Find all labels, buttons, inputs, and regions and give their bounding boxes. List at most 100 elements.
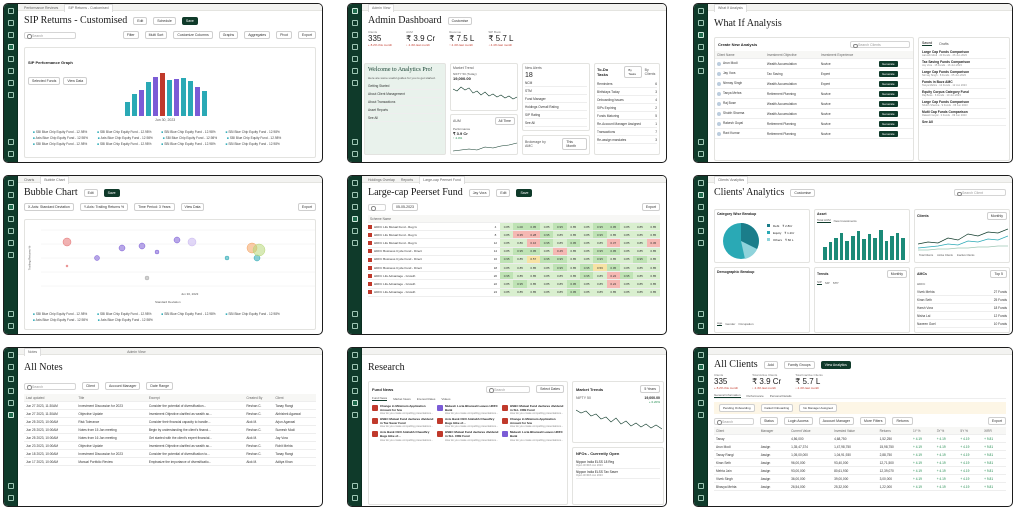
news-item[interactable]: Change in Minimum Application Amount for…: [502, 417, 564, 428]
table-row[interactable]: Jay Vora Tax Saving Expert Generate: [715, 68, 913, 79]
wallet-icon[interactable]: [352, 228, 358, 234]
saved-item[interactable]: Funds in Buzz AMC Tanya Mehra · 12 Funds …: [922, 79, 1006, 89]
by-tasks-tab[interactable]: By Tasks: [624, 66, 642, 78]
asset-bar[interactable]: [845, 240, 849, 260]
column-header[interactable]: Returns: [877, 427, 911, 435]
client-name[interactable]: Tanay Rangi: [714, 450, 759, 459]
news-tab[interactable]: Interest Rates: [416, 396, 436, 401]
bubble-point[interactable]: [154, 249, 160, 255]
wallet-icon[interactable]: [698, 400, 704, 406]
client-name[interactable]: Kiran Seth: [714, 458, 759, 467]
task-item[interactable]: Re-Account Manager Assigned 1: [597, 120, 657, 128]
saved-item[interactable]: Large Cap Funds Comparison Nirmay Singh ·…: [922, 69, 1006, 79]
pivot-button[interactable]: Pivot: [276, 31, 292, 39]
selected-funds-tab[interactable]: Selected Funds: [28, 76, 61, 85]
table-row[interactable]: HDFC Life Advantage - Growth 20 0.95 0.85 0.…: [368, 271, 660, 281]
gender-tab[interactable]: Gender: [725, 321, 736, 326]
users-icon[interactable]: [8, 192, 14, 198]
saved-tab[interactable]: Saved: [922, 41, 933, 46]
amc-client-row[interactable]: Kiran Seth 25 Funds: [917, 296, 1007, 304]
table-row[interactable]: Shubh Sharma Wealth Accumulation Novice Gen…: [715, 108, 913, 119]
select-dates-button[interactable]: Select Dates: [536, 385, 564, 393]
table-row[interactable]: Mehta Jain Assign 93,00,000 80,61,930 12,39,…: [714, 466, 1006, 475]
asset-bar[interactable]: [862, 239, 866, 260]
sip-bar[interactable]: [167, 80, 172, 116]
users-icon[interactable]: [352, 20, 358, 26]
saved-item[interactable]: Large Cap Funds Comparison Shubh Sharma ·…: [922, 99, 1006, 109]
chart-icon[interactable]: [698, 204, 704, 210]
news-search-input[interactable]: Search: [486, 385, 531, 393]
occupation-tab[interactable]: Occupation: [738, 321, 754, 326]
task-item[interactable]: Birthdays Today 3: [597, 88, 657, 96]
settings-icon[interactable]: [698, 483, 704, 489]
edit-button[interactable]: Edit: [133, 16, 148, 25]
user-icon[interactable]: [8, 151, 14, 157]
table-row[interactable]: Vivek Singh Assign 36,00,000 39,00,000 3,00,…: [714, 474, 1006, 483]
asset-bar[interactable]: [834, 237, 838, 260]
table-row[interactable]: Jun 18 2023, 10:00AM Investment Discussio…: [24, 449, 316, 458]
age-tab[interactable]: Age: [717, 321, 723, 326]
news-item[interactable]: HSBC Mutual Fund declares dividend in SL…: [502, 404, 564, 415]
settings-icon[interactable]: [8, 483, 14, 489]
column-header[interactable]: Scheme Name: [368, 215, 491, 223]
asset-bar[interactable]: [850, 236, 855, 260]
asset-bar[interactable]: [890, 236, 894, 260]
client-chip[interactable]: Jay Vora: [468, 188, 491, 197]
sip-bar[interactable]: [181, 77, 186, 116]
users-icon[interactable]: [698, 20, 704, 26]
period-select[interactable]: 5 Years: [640, 385, 660, 393]
user-icon[interactable]: [698, 495, 704, 501]
home-icon[interactable]: [698, 8, 704, 14]
bubble-point[interactable]: [252, 243, 266, 257]
column-header[interactable]: Last updated: [24, 394, 77, 402]
users-icon[interactable]: [8, 364, 14, 370]
calendar-icon[interactable]: [352, 240, 358, 246]
table-row[interactable]: Raj Bose Wealth Accumulation Novice Generat…: [715, 98, 913, 109]
table-row[interactable]: Arun Modi Assign 1,35,47,374 1,47,98,750 15,…: [714, 442, 1006, 451]
sip-bar[interactable]: [174, 78, 179, 116]
all-time-select[interactable]: All Time: [494, 117, 515, 125]
table-row[interactable]: Jun 25 2023, 10:00AM Notes from 15 Jan me…: [24, 425, 316, 434]
tab-what-if[interactable]: What If Analysis: [714, 4, 747, 12]
assign-link[interactable]: Assign: [758, 482, 790, 491]
sip-bar[interactable]: [132, 94, 137, 116]
trends-monthly-select[interactable]: Monthly: [886, 270, 907, 278]
amc-client-row[interactable]: Vivek Mehta 27 Funds: [917, 288, 1007, 296]
sip-tab[interactable]: SIP: [817, 280, 822, 285]
assign-link[interactable]: [758, 434, 790, 443]
amc-client-row[interactable]: Harsh Vora 18 Funds: [917, 304, 1007, 312]
settings-icon[interactable]: [698, 311, 704, 317]
column-header[interactable]: Title: [76, 394, 147, 402]
graphs-button[interactable]: Graphs: [218, 31, 239, 39]
generate-button[interactable]: Generate: [879, 110, 898, 117]
assign-link[interactable]: Assign: [758, 474, 790, 483]
note-icon[interactable]: [8, 252, 14, 258]
returns-filter[interactable]: Returns: [892, 417, 913, 425]
column-header[interactable]: Current Value: [789, 427, 833, 435]
settings-icon[interactable]: [352, 139, 358, 145]
this-month-select[interactable]: This Month: [562, 138, 587, 150]
chart-icon[interactable]: [352, 32, 358, 38]
export-button[interactable]: Export: [641, 203, 660, 211]
lumpsum-tab[interactable]: SIP: [824, 280, 830, 285]
saved-item[interactable]: See All: [922, 119, 1006, 126]
search-clients-input[interactable]: Search Clients: [850, 41, 910, 48]
assign-link[interactable]: Assign: [758, 450, 790, 459]
calendar-icon[interactable]: [352, 412, 358, 418]
news-item[interactable]: Mukesh Loria Bhansali Leaves HDFC Bank Ho…: [502, 431, 564, 442]
export-button[interactable]: Export: [987, 417, 1006, 425]
column-header[interactable]: Client: [273, 394, 316, 402]
news-item[interactable]: HSBC Mutual Fund declares dividend in Ta…: [372, 417, 434, 428]
reports-icon[interactable]: [352, 216, 358, 222]
tab-reports[interactable]: Reports: [400, 178, 414, 182]
bubble-point[interactable]: [118, 244, 126, 252]
table-row[interactable]: HDFC Life Mutual Fund - Reg G 12 0.85 0.86 0…: [368, 238, 660, 248]
status-pill[interactable]: Pending Onboarding: [719, 404, 755, 412]
view-analytics-button[interactable]: View Analytics: [820, 360, 851, 369]
bell-icon[interactable]: [8, 92, 14, 98]
asset-bar[interactable]: [828, 242, 833, 260]
calendar-icon[interactable]: [8, 240, 14, 246]
user-icon[interactable]: [698, 323, 704, 329]
guide-item[interactable]: About Transactions: [368, 98, 442, 106]
drafts-tab[interactable]: Drafts: [939, 41, 949, 46]
